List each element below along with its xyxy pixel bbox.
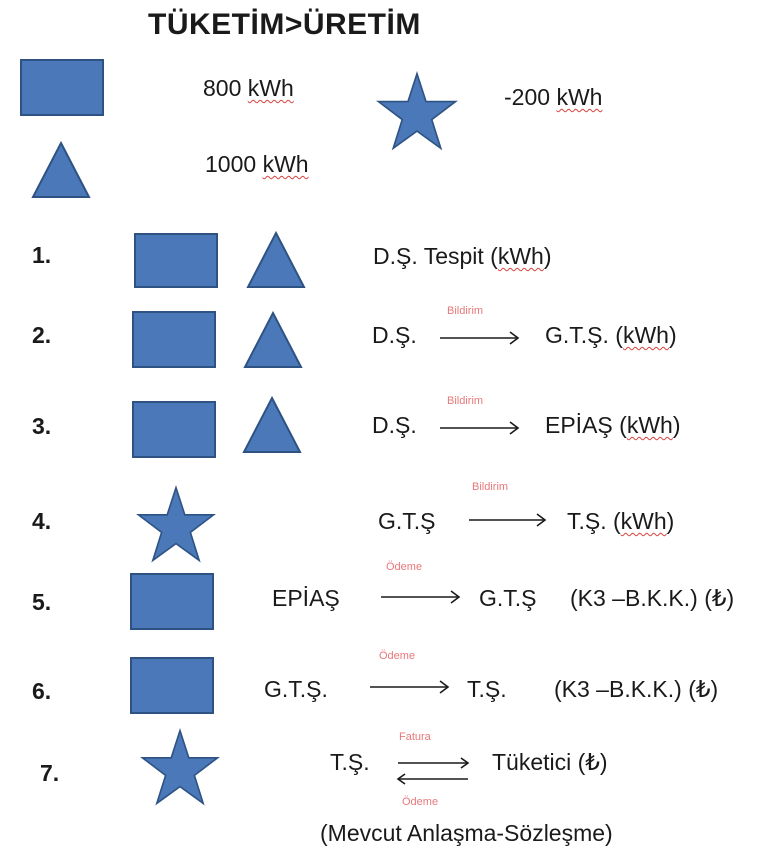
- legend-triangle-value: 1000: [205, 151, 257, 177]
- row-5-square-shape: [130, 573, 214, 630]
- row-5-number: 5.: [32, 589, 52, 615]
- row-4-unit: kWh: [620, 508, 667, 534]
- row-2-arrow-label: Bildirim: [447, 305, 484, 317]
- row-7-star-shape: [140, 728, 220, 806]
- row-6-extra: (K3 –B.K.K.) (₺): [554, 676, 719, 702]
- row-4-arrow-icon: [469, 513, 547, 527]
- legend-square-unit: kWh: [247, 75, 294, 101]
- row-7-right-arrow-icon: [398, 757, 470, 769]
- row-1-description: D.Ş. Tespit (: [373, 243, 498, 269]
- legend-star-unit: kWh: [556, 84, 603, 110]
- row-5-from: EPİAŞ: [272, 585, 340, 611]
- row-3-arrow-label: Bildirim: [447, 395, 484, 407]
- legend-star-shape: [376, 71, 458, 151]
- row-4-arrow-label: Bildirim: [472, 481, 509, 493]
- row-2-from: D.Ş.: [372, 322, 417, 348]
- row-5-to: G.T.Ş: [479, 585, 537, 611]
- row-6-arrow-icon: [370, 680, 450, 694]
- row-2-unit: kWh: [622, 322, 669, 348]
- row-2-to-label: G.T.Ş. (: [545, 322, 623, 348]
- row-3-square-shape: [132, 401, 216, 458]
- row-1-triangle-shape: [246, 230, 306, 288]
- row-5-arrow-icon: [381, 590, 461, 604]
- row-2-arrow-icon: [440, 331, 520, 345]
- row-4-number: 4.: [32, 508, 52, 534]
- row-3-to-label: EPİAŞ (: [545, 412, 627, 438]
- page-title: TÜKETİM>ÜRETİM: [148, 8, 421, 41]
- row-1-close-paren: ): [543, 243, 552, 269]
- row-2-number: 2.: [32, 322, 52, 348]
- row-4-to: T.Ş. (kWh): [567, 510, 674, 533]
- row-7-to: Tüketici (₺): [492, 749, 608, 775]
- row-7-left-arrow-icon: [396, 773, 468, 785]
- row-1-number: 1.: [32, 242, 52, 268]
- legend-triangle-unit: kWh: [262, 151, 309, 177]
- row-6-arrow-label: Ödeme: [379, 650, 416, 662]
- row-7-arrow-label-bottom: Ödeme: [402, 796, 439, 808]
- legend-square-label: 800 kWh: [203, 77, 294, 100]
- row-7-number: 7.: [40, 760, 60, 786]
- row-3-unit: kWh: [626, 412, 673, 438]
- row-2-triangle-shape: [243, 310, 303, 368]
- row-5-arrow-label: Ödeme: [386, 561, 423, 573]
- row-4-star-shape: [136, 485, 216, 563]
- legend-triangle-label: 1000 kWh: [205, 153, 309, 176]
- row-2-close-paren: ): [668, 322, 677, 348]
- legend-star-value: -200: [504, 84, 551, 110]
- row-3-arrow-icon: [440, 421, 520, 435]
- row-2-to: G.T.Ş. (kWh): [545, 324, 677, 347]
- row-3-to: EPİAŞ (kWh): [545, 414, 680, 437]
- legend-star-label: -200 kWh: [504, 86, 602, 109]
- row-7-arrow-label-top: Fatura: [399, 731, 431, 743]
- row-6-to: T.Ş.: [467, 676, 507, 702]
- legend-triangle-shape: [31, 140, 91, 198]
- row-4-close-paren: ): [666, 508, 675, 534]
- row-7-from: T.Ş.: [330, 749, 370, 775]
- row-6-square-shape: [130, 657, 214, 714]
- row-1-text: D.Ş. Tespit (kWh): [373, 245, 552, 268]
- row-4-from: G.T.Ş: [378, 508, 436, 534]
- legend-square-value: 800: [203, 75, 242, 101]
- row-1-square-shape: [134, 233, 218, 288]
- row-3-close-paren: ): [672, 412, 681, 438]
- row-3-number: 3.: [32, 413, 52, 439]
- row-5-extra: (K3 –B.K.K.) (₺): [570, 585, 735, 611]
- row-3-triangle-shape: [242, 395, 302, 453]
- row-1-unit: kWh: [497, 243, 544, 269]
- row-2-square-shape: [132, 311, 216, 368]
- footer-note: (Mevcut Anlaşma-Sözleşme): [320, 820, 613, 846]
- row-6-from: G.T.Ş.: [264, 676, 328, 702]
- legend-square-shape: [20, 59, 104, 116]
- row-4-to-label: T.Ş. (: [567, 508, 621, 534]
- row-6-number: 6.: [32, 678, 52, 704]
- row-3-from: D.Ş.: [372, 412, 417, 438]
